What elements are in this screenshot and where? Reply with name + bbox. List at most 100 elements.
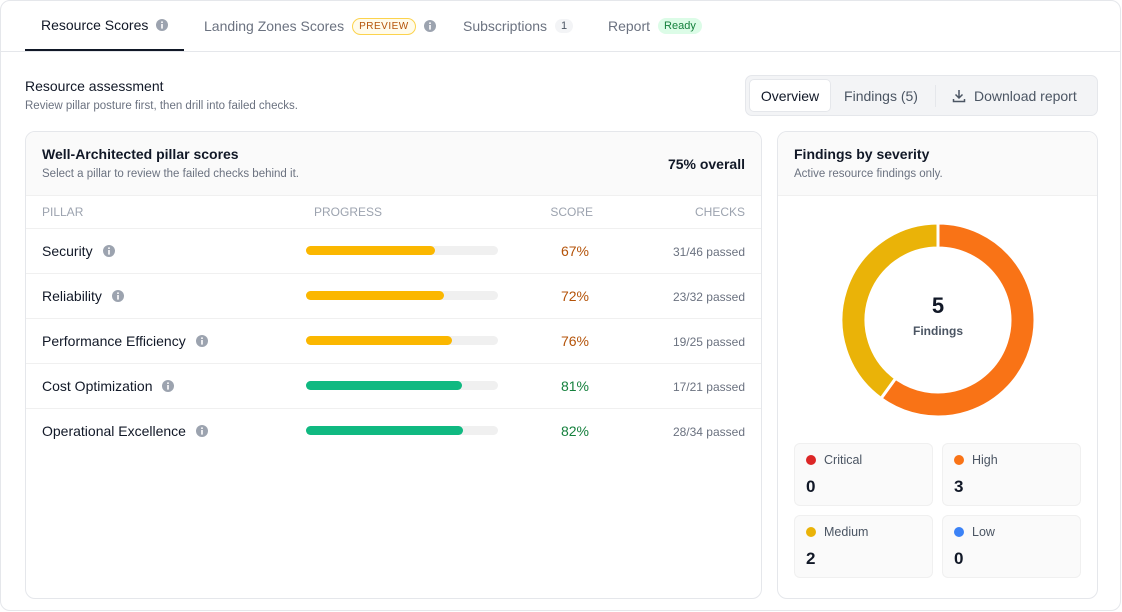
pillar-row[interactable]: Cost Optimization 81% 17/21 passed [26,363,761,408]
switch-option[interactable]: Findings (5) [834,79,928,112]
severity-card[interactable]: Critical 0 [794,443,933,506]
info-icon [195,335,208,347]
score: 76% [560,333,589,349]
checks: 23/32 passed [672,290,745,304]
pillar-row[interactable]: Security 67% 31/46 passed [26,228,761,273]
info-dot [107,247,110,249]
pillar-cell: Cost Optimization [42,378,175,394]
pillar-name: Cost Optimization [42,378,153,394]
card-subtitle: Active resource findings only. [794,168,943,180]
pillar-cell: Performance Efficiency [42,333,208,349]
severity-count: 0 [954,549,964,568]
tab[interactable]: Report Ready [592,1,718,51]
checks: 17/21 passed [672,380,745,394]
tab-label: Subscriptions [463,18,548,34]
pillar-row[interactable]: Operational Excellence 82% 28/34 passed [26,408,761,453]
severity-card[interactable]: Low 0 [942,515,1081,578]
info-icon [156,19,169,31]
card-header: Findings by severity Active resource fin… [778,132,1097,196]
severity-name: Low [972,525,995,539]
column-header: PROGRESS [314,205,383,219]
progress-bar [306,426,464,435]
donut-segment [878,221,1037,419]
download-arrow [952,89,966,102]
pillar-cell: Operational Excellence [42,423,208,439]
info-stem [428,25,431,30]
severity-name: Critical [824,453,863,467]
tab-badge: Ready [658,18,702,34]
info-icon [102,245,115,257]
switch-divider [935,85,936,107]
info-stem [161,24,164,29]
checks: 19/25 passed [672,335,745,349]
pillar-cell: Reliability [42,288,124,304]
tab-label: Landing Zones Scores [204,18,345,34]
option-label: Overview [760,87,820,104]
tab[interactable]: Subscriptions 1 [447,1,589,51]
download-button[interactable]: Download report [944,79,1085,112]
info-icon [195,425,208,437]
tab-badge: PREVIEW [352,17,416,35]
pillar-name: Operational Excellence [42,423,186,439]
pillar-card: Well-Architected pillar scores Select a … [25,131,762,599]
download-label: Download report [974,87,1077,104]
info-icon [162,380,175,392]
severity-card[interactable]: High 3 [942,443,1081,506]
column-header: SCORE [550,205,593,219]
overall-score: 75% overall [667,156,745,172]
severity-count: 2 [806,549,816,568]
tab-label: Resource Scores [41,17,149,33]
severity-dot [954,527,964,537]
switch-option[interactable]: Overview [749,79,831,112]
pillar-row[interactable]: Performance Efficiency 76% 19/25 passed [26,318,761,363]
progress-bar [306,381,462,390]
score: 67% [560,243,589,259]
progress-bar [306,336,452,345]
score: 81% [560,378,589,394]
donut-chart: 5 Findings [839,221,1037,419]
card-title: Well-Architected pillar scores [42,146,239,162]
score: 82% [560,423,589,439]
pillar-cell: Security [42,243,115,259]
progress-bar [306,291,445,300]
column-header: CHECKS [694,205,745,219]
info-dot [428,22,431,24]
tab[interactable]: Resource Scores [25,1,185,51]
severity-name: High [972,453,998,467]
severity-dot [806,455,816,465]
severity-count: 3 [954,477,964,496]
tab[interactable]: Landing Zones Scores PREVIEW [188,1,452,51]
tab-label: Report [608,18,651,34]
info-stem [167,385,170,390]
tab-badge: 1 [555,19,574,33]
score: 72% [560,288,589,304]
card-header: Well-Architected pillar scores Select a … [26,132,761,196]
pillar-name: Performance Efficiency [42,333,186,349]
donut-segment [839,221,940,401]
info-icon [111,290,124,302]
info-stem [201,430,203,435]
info-stem [200,340,203,345]
info-stem [107,250,110,255]
donut-total: 5 [932,293,944,318]
pillar-name: Security [42,243,93,259]
findings-card: Findings by severity Active resource fin… [777,131,1098,599]
option-label: Findings (5) [844,87,918,104]
severity-count: 0 [806,477,816,496]
severity-name: Medium [824,525,869,539]
severity-dot [806,527,816,537]
severity-card[interactable]: Medium 2 [794,515,933,578]
info-dot [167,382,170,384]
section-subtitle: Review pillar posture first, then drill … [25,100,298,112]
info-dot [201,427,203,429]
download-icon [952,89,966,102]
view-switch: Overview Findings (5) Download report [745,75,1098,116]
info-dot [117,292,119,294]
donut-label: Findings [913,324,963,338]
info-icon [423,20,436,32]
pillar-row[interactable]: Reliability 72% 23/32 passed [26,273,761,318]
card-subtitle: Select a pillar to review the failed che… [42,168,299,180]
info-dot [200,337,203,339]
column-header: PILLAR [42,205,84,219]
